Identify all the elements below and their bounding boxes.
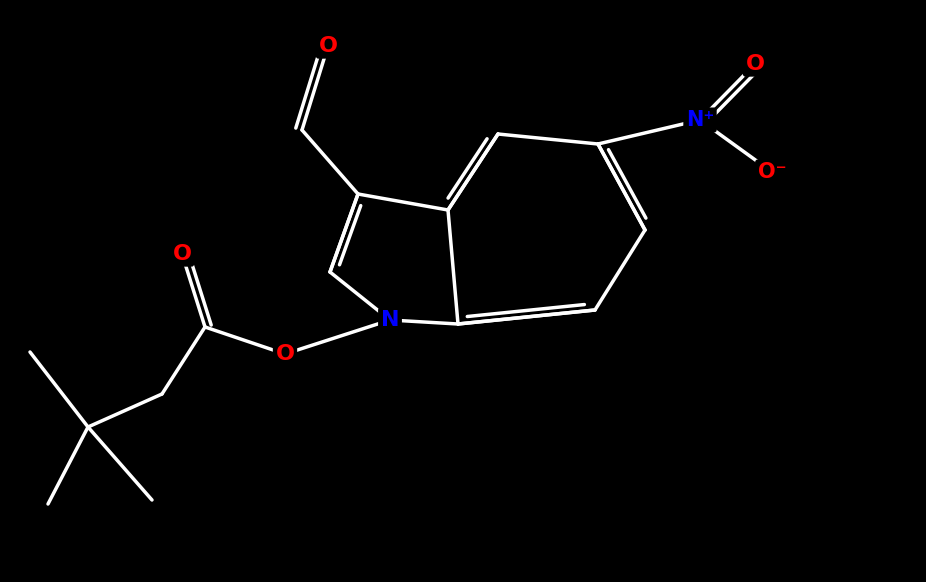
Text: N⁺: N⁺ bbox=[686, 110, 714, 130]
Text: O: O bbox=[276, 344, 294, 364]
Text: N: N bbox=[381, 310, 399, 330]
Text: O: O bbox=[172, 244, 192, 264]
Text: O⁻: O⁻ bbox=[757, 162, 786, 182]
Text: O: O bbox=[319, 36, 337, 56]
Text: O: O bbox=[745, 54, 765, 74]
